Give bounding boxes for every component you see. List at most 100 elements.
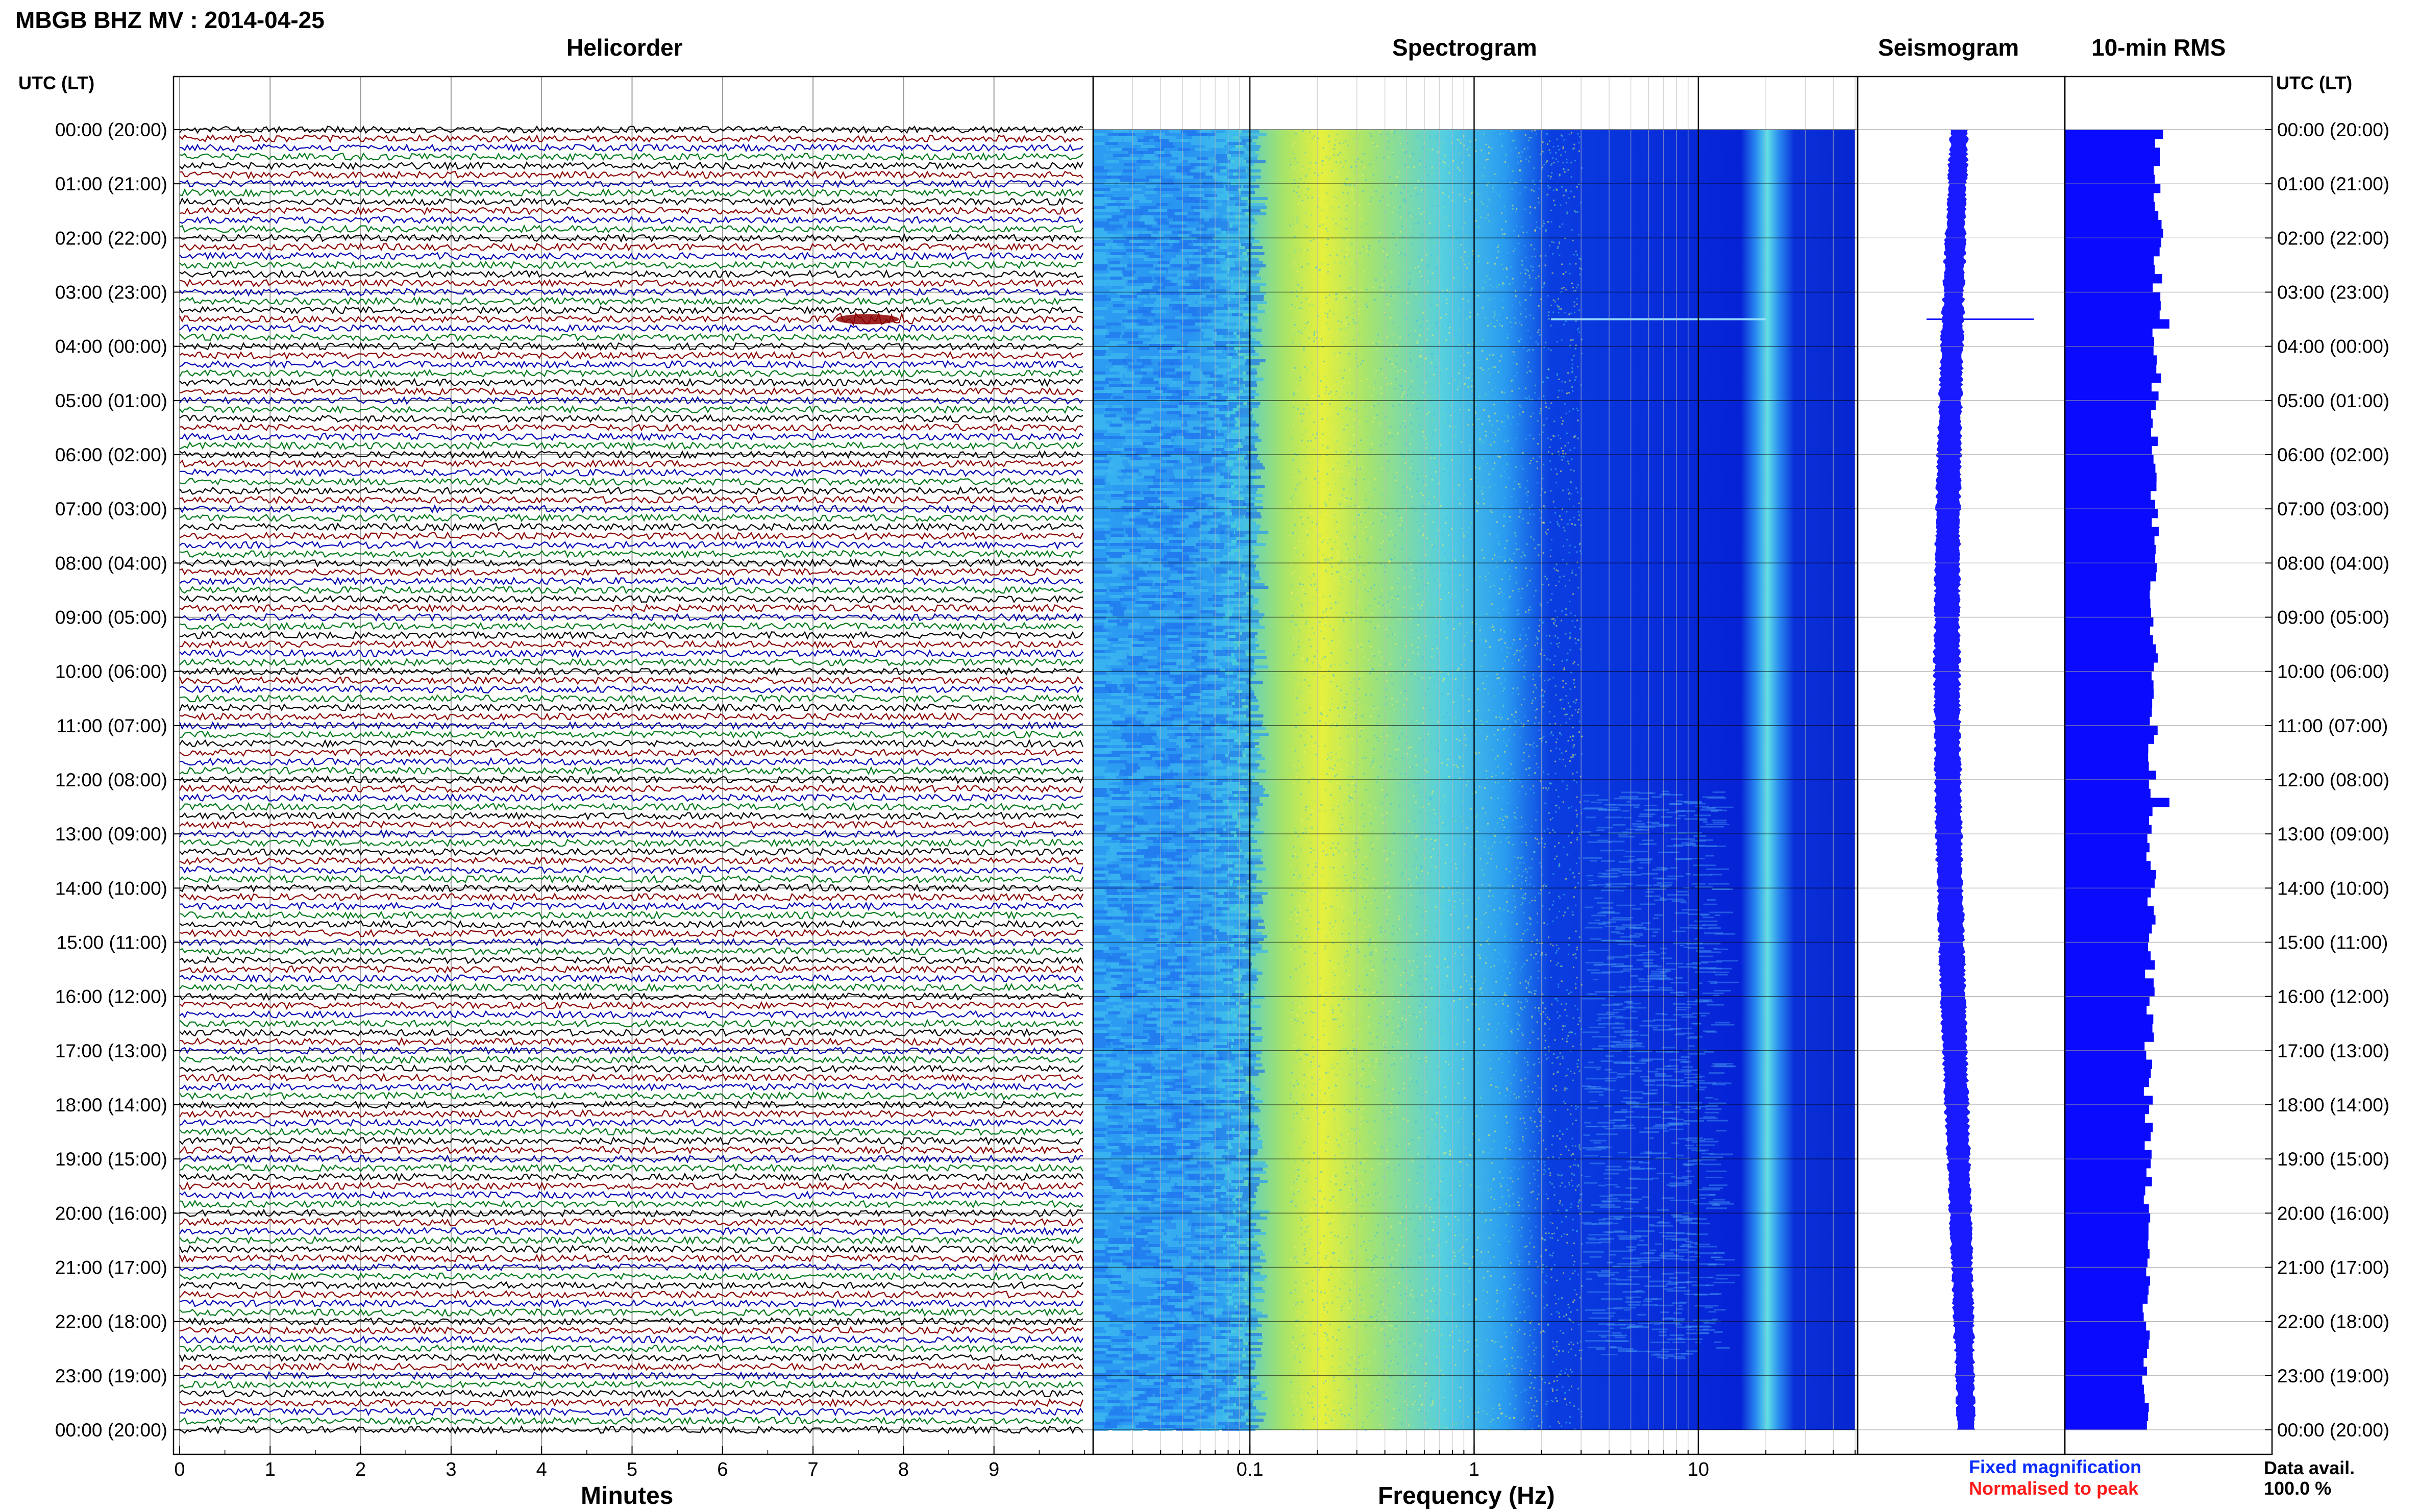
spectrogram-cell <box>1108 466 1125 469</box>
spectrogram-cell <box>1202 1373 1218 1376</box>
spectrogram-cell <box>1223 629 1236 632</box>
spectrogram-cell <box>1184 518 1202 522</box>
spectrogram-cell <box>1148 779 1165 782</box>
spectrogram-cell <box>1247 1278 1265 1281</box>
spectrogram-cell <box>1192 1412 1203 1416</box>
spectrogram-cell <box>1235 518 1253 522</box>
spectrogram-cell <box>1154 1201 1172 1204</box>
spectrogram-cell <box>1182 267 1198 270</box>
spectrogram-cell <box>1120 889 1136 892</box>
spectrogram-cell <box>1495 247 1497 249</box>
spectrogram-cell <box>1106 1351 1120 1354</box>
spectrogram-cell <box>1231 1275 1243 1278</box>
spectrogram-cell <box>1139 335 1152 338</box>
spectrogram-cell <box>1198 1021 1210 1024</box>
spectrogram-cell <box>1219 365 1231 368</box>
spectrogram-cell <box>1177 274 1190 277</box>
spectrogram-cell <box>1199 310 1214 313</box>
spectrogram-cell <box>1413 166 1415 168</box>
spectrogram-cell <box>1108 1262 1122 1266</box>
spectrogram-cell <box>1125 1128 1144 1131</box>
spectrogram-cell <box>1156 1357 1168 1360</box>
spectrogram-cell <box>1448 563 1450 565</box>
spectrogram-cell <box>1123 1284 1140 1287</box>
spectrogram-cell <box>1197 586 1217 589</box>
spectrogram-cell <box>1303 729 1305 731</box>
spectrogram-cell <box>1228 1119 1244 1122</box>
spectrogram-cell <box>1129 197 1148 200</box>
spectrogram-cell <box>1188 675 1208 678</box>
spectrogram-cell <box>1228 436 1245 439</box>
spectrogram-cell <box>1493 915 1495 918</box>
spectrogram-cell <box>1248 261 1263 264</box>
spectrogram-cell <box>1230 212 1245 215</box>
spectrogram-cell <box>1161 1269 1177 1272</box>
spectrogram-cell <box>1150 874 1164 877</box>
spectrogram-cell <box>1206 1057 1224 1060</box>
spectrogram-cell <box>1225 1406 1242 1409</box>
spectrogram-cell <box>1187 1079 1204 1082</box>
spectrogram-cell <box>1110 518 1129 522</box>
spectrogram-cell <box>1137 984 1155 987</box>
spectrogram-cell <box>1137 675 1150 678</box>
spectrogram-cell <box>1196 668 1207 672</box>
helicorder-trace <box>179 215 1083 225</box>
spectrogram-cell <box>1123 1195 1138 1198</box>
spectrogram-cell <box>1442 535 1444 537</box>
spectrogram-cell <box>1154 883 1174 886</box>
spectrogram-cell <box>1093 923 1106 926</box>
spectrogram-cell <box>1105 1054 1117 1057</box>
spectrogram-cell <box>1157 206 1177 209</box>
spectrogram-cell <box>1093 1354 1108 1357</box>
spectrogram-cell <box>1161 901 1177 904</box>
spectrogram-cell <box>1370 1155 1372 1157</box>
spectrogram-cell <box>1109 384 1126 387</box>
spectrogram-cell <box>1127 231 1141 234</box>
spectrogram-cell <box>1205 172 1218 176</box>
spectrogram-cell <box>1203 647 1219 650</box>
spectrogram-cell <box>1202 1201 1221 1204</box>
spectrogram-cell <box>1243 439 1262 442</box>
spectrogram-cell <box>1482 614 1484 616</box>
spectrogram-cell <box>1133 1134 1145 1137</box>
helicorder-trace <box>179 603 1083 613</box>
spectrogram-cell <box>1187 448 1207 451</box>
spectrogram-cell <box>1183 929 1195 932</box>
spectrogram-cell <box>1108 619 1120 623</box>
spectrogram-cell <box>1149 448 1166 451</box>
spectrogram-cell <box>1157 1406 1173 1409</box>
spectrogram-cell <box>1191 1370 1208 1373</box>
spectrogram-cell <box>1181 1351 1197 1354</box>
spectrogram-cell <box>1152 1011 1165 1014</box>
spectrogram-cell <box>1181 451 1199 454</box>
spectrogram-cell <box>1233 1213 1249 1217</box>
spectrogram-cell <box>1137 610 1149 613</box>
spectrogram-cell <box>1157 1207 1172 1210</box>
spectrogram-cell <box>1177 1131 1198 1134</box>
spectrogram-cell <box>1247 583 1265 586</box>
spectrogram-cell <box>1093 215 1114 218</box>
spectrogram-cell <box>1151 130 1164 133</box>
spectrogram-cell <box>1121 1134 1136 1137</box>
spectrogram-cell <box>1161 1137 1175 1140</box>
spectrogram-cell <box>1222 1379 1233 1382</box>
spectrogram-cell <box>1153 739 1171 742</box>
spectrogram-cell <box>1155 408 1174 411</box>
spectrogram-cell <box>1172 515 1187 518</box>
spectrogram-cell <box>1093 984 1106 987</box>
spectrogram-cell <box>1170 298 1182 301</box>
helicorder-trace <box>179 730 1083 739</box>
spectrogram-cell <box>1154 473 1166 476</box>
spectrogram-cell <box>1123 1109 1134 1112</box>
spectrogram-cell <box>1198 711 1216 714</box>
spectrogram-cell <box>1176 742 1195 745</box>
spectrogram-cell <box>1173 408 1189 411</box>
spectrogram-cell <box>1207 1345 1226 1348</box>
spectrogram-cell <box>1205 506 1219 509</box>
spectrogram-cell <box>1218 307 1229 310</box>
spectrogram-cell <box>1093 500 1107 503</box>
spectrogram-cell <box>1183 479 1199 482</box>
spectrogram-cell <box>1129 240 1147 243</box>
spectrogram-cell <box>1160 546 1178 549</box>
spectrogram-cell <box>1134 1244 1146 1247</box>
